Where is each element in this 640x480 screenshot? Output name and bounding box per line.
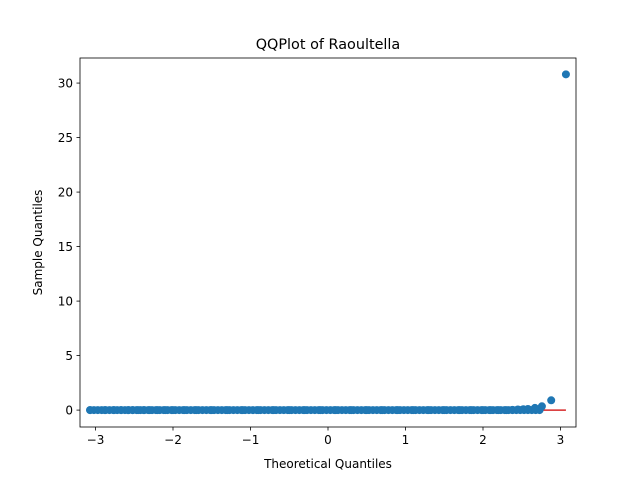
sample-point (86, 406, 95, 415)
sample-point (537, 402, 546, 411)
sample-point (479, 406, 487, 415)
sample-point (424, 406, 433, 415)
x-axis-label: Theoretical Quantiles (263, 457, 392, 471)
sample-point (100, 406, 109, 415)
sample-point (316, 406, 325, 415)
y-tick-label: 30 (58, 76, 73, 90)
x-tick-label: 2 (479, 433, 487, 447)
sample-point (547, 396, 556, 405)
sample-point (455, 406, 464, 415)
x-axis: −3 −2 −1 0 1 2 3 (87, 427, 565, 447)
y-tick-label: 10 (58, 294, 73, 308)
sample-point (347, 406, 356, 415)
sample-point (502, 406, 511, 415)
sample-point (169, 406, 177, 415)
sample-point (331, 406, 340, 415)
sample-point (285, 406, 294, 415)
sample-point (269, 406, 278, 415)
y-axis: 0 5 10 15 20 25 30 (58, 76, 80, 417)
y-tick-label: 5 (65, 349, 73, 363)
y-tick-label: 25 (58, 131, 73, 145)
x-tick-label: 0 (324, 433, 332, 447)
sample-point (378, 406, 387, 415)
sample-point (561, 70, 570, 79)
x-tick-label: −2 (164, 433, 182, 447)
sample-point (467, 406, 476, 415)
x-tick-label: −1 (242, 433, 260, 447)
sample-point (110, 406, 119, 415)
sample-point (139, 406, 148, 415)
sample-point (486, 406, 495, 415)
sample-point (161, 406, 170, 415)
x-tick-label: −3 (87, 433, 105, 447)
sample-point (362, 406, 371, 415)
sample-point (223, 406, 232, 415)
y-tick-label: 15 (58, 240, 73, 254)
sample-point (523, 405, 532, 414)
y-axis-label: Sample Quantiles (31, 190, 45, 296)
y-tick-label: 20 (58, 185, 73, 199)
x-tick-label: 3 (557, 433, 565, 447)
chart-title: QQPlot of Raoultella (256, 37, 401, 53)
y-tick-label: 0 (65, 403, 73, 417)
sample-point (117, 406, 126, 415)
sample-point (409, 406, 418, 415)
sample-point (192, 406, 201, 415)
sample-point (440, 406, 449, 415)
sample-point (145, 406, 154, 415)
sample-point (180, 406, 189, 415)
sample-point (393, 406, 402, 415)
sample-point (530, 403, 539, 412)
plot-area: −3 −2 −1 0 1 2 3 0 5 10 15 20 25 30 (58, 57, 577, 447)
x-tick-label: 1 (402, 433, 410, 447)
sample-point (153, 406, 162, 415)
sample-points-layer (86, 70, 570, 415)
sample-point (300, 406, 309, 415)
sample-point (238, 406, 247, 415)
sample-point (254, 406, 263, 415)
sample-point (207, 406, 216, 415)
sample-point (494, 406, 503, 415)
